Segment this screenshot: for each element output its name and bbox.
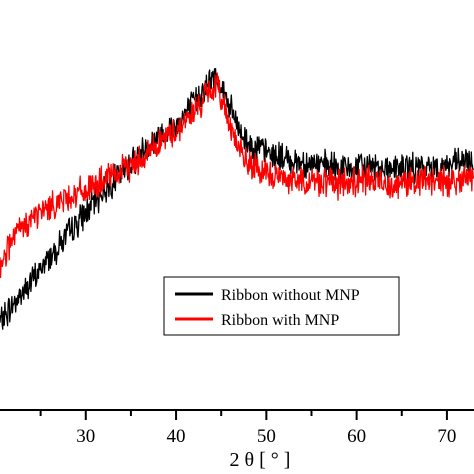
plot-area [0,0,474,410]
tick-layer: 30 40 50 60 70 [39,410,456,447]
x-tick-label: 40 [167,426,186,447]
legend-entry-with-mnp: Ribbon with MNP [221,312,339,329]
legend: Ribbon without MNP Ribbon with MNP [163,276,400,336]
series-line-with-mnp [0,72,474,279]
x-axis-label: 2 θ [ ° ] [230,449,291,471]
series-layer [0,68,474,330]
x-tick-label: 50 [257,426,276,447]
x-tick-label: 70 [437,426,456,447]
legend-entry-without-mnp: Ribbon without MNP [221,287,360,304]
legend-box [163,276,400,336]
x-tick-label: 60 [347,426,366,447]
x-tick-label: 30 [76,426,95,447]
series-line-without-mnp [0,68,474,330]
